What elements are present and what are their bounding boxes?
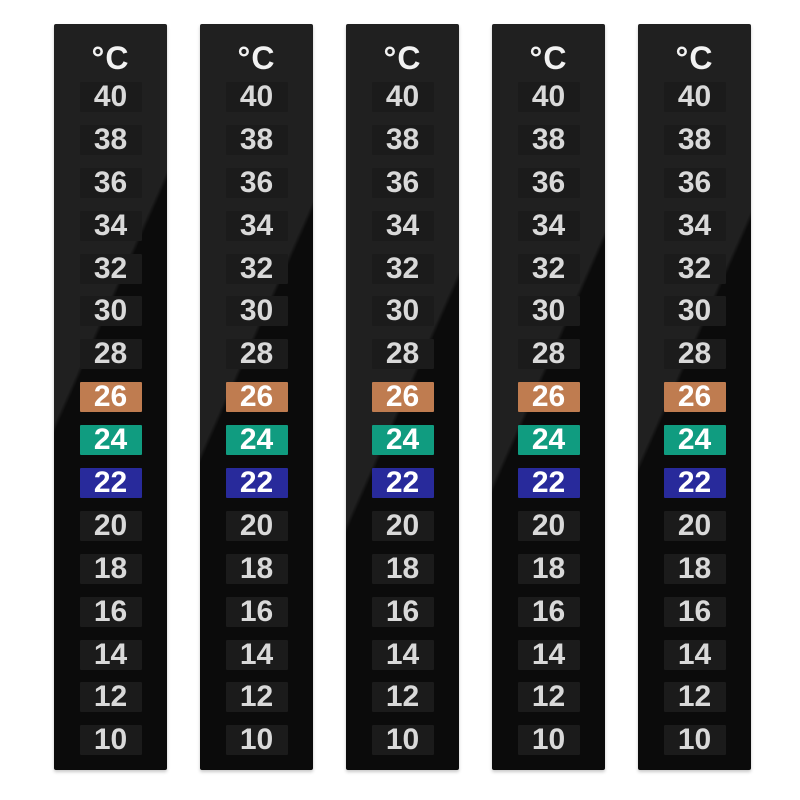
temperature-cell-40: 40 — [79, 82, 142, 112]
thermometer-strip-1: °C 40 38 36 34 32 30 28 26 24 22 20 18 16 14 12 10 — [54, 24, 167, 770]
temperature-cell-38: 38 — [79, 124, 142, 155]
temperature-cell-38: 38 — [371, 124, 434, 155]
temperature-scale: 40 38 36 34 32 30 28 26 24 22 20 18 16 14 12 10 — [638, 82, 751, 768]
temperature-cell-16: 16 — [79, 596, 142, 627]
temperature-cell-30: 30 — [517, 296, 580, 327]
thermometer-strip-2: °C 40 38 36 34 32 30 28 26 24 22 20 18 16 14 12 10 — [200, 24, 313, 770]
temperature-cell-32: 32 — [371, 253, 434, 284]
temperature-scale: 40 38 36 34 32 30 28 26 24 22 20 18 16 14 12 10 — [492, 82, 605, 768]
temperature-cell-20: 20 — [517, 510, 580, 541]
temperature-cell-30: 30 — [225, 296, 288, 327]
temperature-cell-22: 22 — [225, 468, 288, 499]
temperature-cell-36: 36 — [663, 167, 726, 198]
temperature-cell-20: 20 — [79, 510, 142, 541]
temperature-cell-16: 16 — [225, 596, 288, 627]
temperature-cell-18: 18 — [225, 553, 288, 584]
temperature-cell-32: 32 — [79, 253, 142, 284]
temperature-cell-28: 28 — [79, 339, 142, 370]
temperature-cell-32: 32 — [663, 253, 726, 284]
temperature-cell-32: 32 — [517, 253, 580, 284]
temperature-cell-12: 12 — [371, 682, 434, 713]
temperature-cell-12: 12 — [79, 682, 142, 713]
temperature-cell-20: 20 — [225, 510, 288, 541]
temperature-cell-40: 40 — [663, 82, 726, 112]
temperature-cell-22: 22 — [371, 468, 434, 499]
temperature-cell-18: 18 — [663, 553, 726, 584]
temperature-cell-12: 12 — [225, 682, 288, 713]
temperature-cell-38: 38 — [225, 124, 288, 155]
temperature-cell-34: 34 — [79, 210, 142, 241]
temperature-cell-30: 30 — [663, 296, 726, 327]
temperature-cell-40: 40 — [225, 82, 288, 112]
temperature-cell-34: 34 — [517, 210, 580, 241]
temperature-cell-18: 18 — [371, 553, 434, 584]
temperature-cell-26: 26 — [517, 382, 580, 413]
temperature-cell-38: 38 — [663, 124, 726, 155]
temperature-cell-26: 26 — [371, 382, 434, 413]
temperature-cell-38: 38 — [517, 124, 580, 155]
temperature-cell-36: 36 — [225, 167, 288, 198]
thermometer-strip-5: °C 40 38 36 34 32 30 28 26 24 22 20 18 16 14 12 10 — [638, 24, 751, 770]
temperature-cell-16: 16 — [517, 596, 580, 627]
temperature-cell-10: 10 — [371, 725, 434, 756]
temperature-cell-36: 36 — [79, 167, 142, 198]
temperature-cell-10: 10 — [517, 725, 580, 756]
temperature-cell-18: 18 — [79, 553, 142, 584]
temperature-cell-28: 28 — [371, 339, 434, 370]
temperature-cell-12: 12 — [517, 682, 580, 713]
temperature-cell-22: 22 — [79, 468, 142, 499]
temperature-cell-22: 22 — [517, 468, 580, 499]
temperature-cell-10: 10 — [663, 725, 726, 756]
temperature-cell-16: 16 — [371, 596, 434, 627]
temperature-cell-34: 34 — [225, 210, 288, 241]
temperature-cell-14: 14 — [371, 639, 434, 670]
temperature-cell-18: 18 — [517, 553, 580, 584]
thermometer-strip-4: °C 40 38 36 34 32 30 28 26 24 22 20 18 16 14 12 10 — [492, 24, 605, 770]
temperature-cell-10: 10 — [79, 725, 142, 756]
temperature-cell-26: 26 — [663, 382, 726, 413]
temperature-cell-16: 16 — [663, 596, 726, 627]
temperature-cell-10: 10 — [225, 725, 288, 756]
temperature-cell-34: 34 — [663, 210, 726, 241]
temperature-cell-28: 28 — [225, 339, 288, 370]
thermometer-strip-3: °C 40 38 36 34 32 30 28 26 24 22 20 18 16 14 12 10 — [346, 24, 459, 770]
temperature-cell-32: 32 — [225, 253, 288, 284]
temperature-cell-40: 40 — [371, 82, 434, 112]
temperature-cell-14: 14 — [517, 639, 580, 670]
celsius-unit-label: °C — [383, 40, 422, 76]
temperature-cell-24: 24 — [225, 425, 288, 456]
temperature-scale: 40 38 36 34 32 30 28 26 24 22 20 18 16 14 12 10 — [200, 82, 313, 768]
temperature-cell-34: 34 — [371, 210, 434, 241]
temperature-cell-24: 24 — [663, 425, 726, 456]
celsius-unit-label: °C — [237, 40, 276, 76]
temperature-cell-40: 40 — [517, 82, 580, 112]
temperature-cell-24: 24 — [517, 425, 580, 456]
temperature-cell-26: 26 — [225, 382, 288, 413]
temperature-cell-12: 12 — [663, 682, 726, 713]
temperature-cell-20: 20 — [663, 510, 726, 541]
temperature-scale: 40 38 36 34 32 30 28 26 24 22 20 18 16 14 12 10 — [54, 82, 167, 768]
temperature-cell-24: 24 — [371, 425, 434, 456]
temperature-cell-14: 14 — [225, 639, 288, 670]
temperature-cell-26: 26 — [79, 382, 142, 413]
celsius-unit-label: °C — [675, 40, 714, 76]
temperature-cell-22: 22 — [663, 468, 726, 499]
temperature-cell-14: 14 — [79, 639, 142, 670]
temperature-cell-28: 28 — [663, 339, 726, 370]
temperature-cell-36: 36 — [371, 167, 434, 198]
temperature-cell-30: 30 — [371, 296, 434, 327]
temperature-cell-20: 20 — [371, 510, 434, 541]
temperature-cell-28: 28 — [517, 339, 580, 370]
temperature-cell-14: 14 — [663, 639, 726, 670]
temperature-cell-36: 36 — [517, 167, 580, 198]
temperature-scale: 40 38 36 34 32 30 28 26 24 22 20 18 16 14 12 10 — [346, 82, 459, 768]
celsius-unit-label: °C — [91, 40, 130, 76]
celsius-unit-label: °C — [529, 40, 568, 76]
temperature-cell-30: 30 — [79, 296, 142, 327]
temperature-cell-24: 24 — [79, 425, 142, 456]
